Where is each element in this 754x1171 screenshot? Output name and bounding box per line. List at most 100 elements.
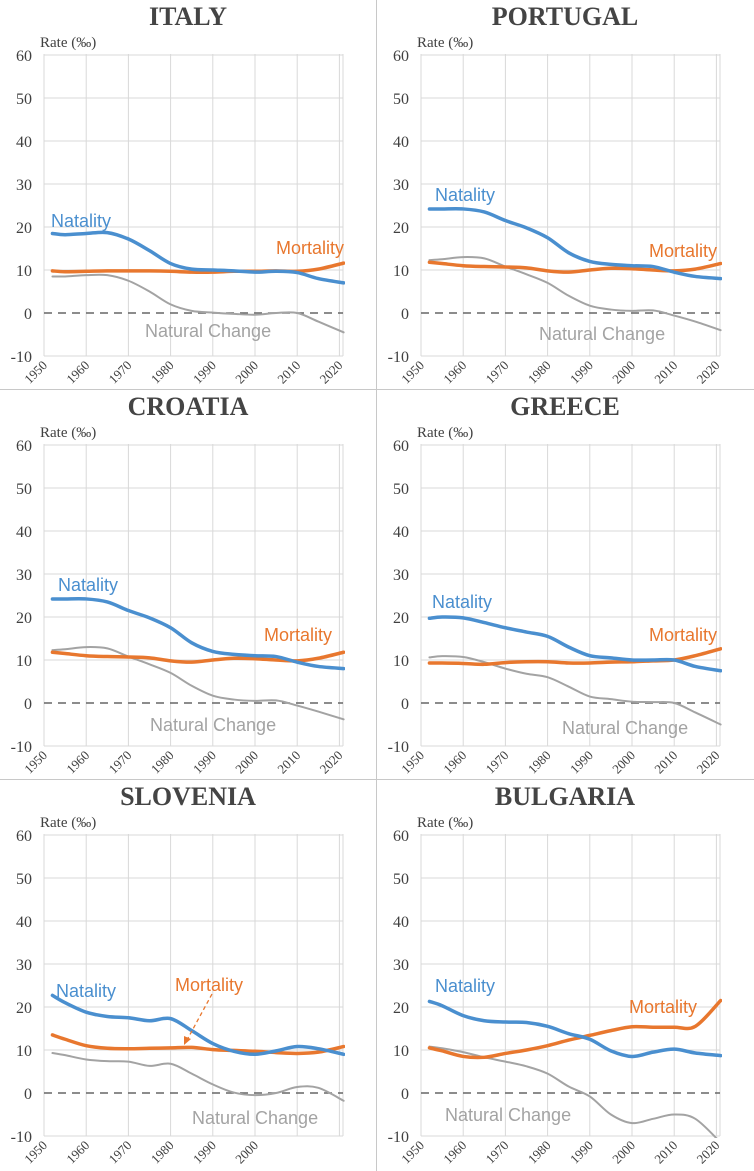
- series-line-natality: [50, 596, 345, 671]
- series-label-natural-change: Natural Change: [562, 718, 688, 738]
- y-tick-label: 0: [24, 696, 32, 713]
- x-tick-label: 2010: [651, 1138, 680, 1167]
- chart-title: ITALY: [149, 2, 227, 31]
- series-label-mortality: Mortality: [649, 241, 717, 261]
- x-tick-label: 2000: [232, 1138, 261, 1167]
- y-tick-label: 20: [16, 220, 32, 237]
- y-tick-label: 60: [16, 828, 32, 845]
- x-tick-label: 2000: [609, 748, 638, 777]
- x-tick-label: 1980: [525, 358, 554, 387]
- series-label-natality: Natality: [58, 575, 118, 595]
- y-tick-label: 10: [393, 1043, 409, 1060]
- divider: [0, 389, 754, 390]
- y-tick-label: 20: [16, 1000, 32, 1017]
- panel-portugal: PORTUGAL Rate (‰) 60 50 40 30 20 10 0 -10 1950 1960…: [377, 0, 754, 390]
- y-tick-label: 40: [393, 524, 409, 541]
- y-tick-label: 60: [16, 438, 32, 455]
- y-tick-label: 0: [24, 306, 32, 323]
- x-tick-label: 1980: [525, 748, 554, 777]
- x-tick-label: 1990: [190, 1138, 219, 1167]
- series-label-natural-change: Natural Change: [445, 1105, 571, 1125]
- x-tick-label: 2010: [274, 358, 303, 387]
- x-tick-label: 2000: [232, 748, 261, 777]
- y-tick-label: 10: [16, 653, 32, 670]
- x-tick-label: 1970: [483, 1138, 512, 1167]
- series-label-natural-change: Natural Change: [192, 1108, 318, 1128]
- y-tick-label: 10: [393, 653, 409, 670]
- series-line-mortality: [427, 998, 722, 1060]
- y-tick-label: -10: [388, 739, 409, 756]
- y-tick-label: 0: [24, 1086, 32, 1103]
- x-tick-label: 1960: [440, 748, 469, 777]
- x-tick-label: 1980: [148, 358, 177, 387]
- y-axis-label: Rate (‰): [40, 815, 96, 831]
- series-line-natural-change: [428, 655, 722, 726]
- series-line-mortality: [427, 260, 722, 274]
- x-tick-label: 1990: [567, 1138, 596, 1167]
- y-axis-label: Rate (‰): [417, 35, 473, 51]
- y-tick-label: -10: [388, 1129, 409, 1146]
- x-tick-label: 1990: [567, 748, 596, 777]
- y-axis-label: Rate (‰): [417, 425, 473, 441]
- x-tick-label: 1960: [440, 358, 469, 387]
- y-tick-label: 0: [401, 306, 409, 323]
- x-tick-label: 1970: [483, 358, 512, 387]
- series-label-mortality: Mortality: [629, 997, 697, 1017]
- x-tick-label: 2010: [274, 748, 303, 777]
- chart-title: GREECE: [510, 392, 620, 421]
- series-label-mortality: Mortality: [276, 238, 344, 258]
- y-tick-label: 0: [401, 696, 409, 713]
- x-tick-label: 2020: [317, 358, 346, 387]
- series-line-natural-change: [51, 273, 345, 334]
- y-tick-label: -10: [11, 1129, 32, 1146]
- series-line-natality: [427, 615, 722, 673]
- y-tick-label: -10: [11, 349, 32, 366]
- series-line-natality: [50, 230, 345, 285]
- x-tick-label: 1960: [63, 1138, 92, 1167]
- series-label-natural-change: Natural Change: [150, 715, 276, 735]
- x-tick-label: 1960: [440, 1138, 469, 1167]
- series-label-natality: Natality: [56, 981, 116, 1001]
- x-tick-label: 2000: [609, 1138, 638, 1167]
- x-tick-label: 1980: [525, 1138, 554, 1167]
- x-tick-label: 1970: [106, 748, 135, 777]
- panel-croatia: CROATIA Rate (‰) 60 50 40 30 20 10 0 -10 1950 1960 1…: [0, 390, 377, 780]
- x-tick-label: 1960: [63, 358, 92, 387]
- series-label-natural-change: Natural Change: [145, 321, 271, 341]
- series-label-natural-change: Natural Change: [539, 324, 665, 344]
- y-tick-label: 20: [393, 610, 409, 627]
- y-tick-label: 30: [393, 567, 409, 584]
- arrowhead-icon: [184, 1036, 191, 1045]
- series-line-natural-change: [51, 1052, 345, 1102]
- chart-title: CROATIA: [128, 392, 249, 421]
- y-tick-label: 60: [393, 828, 409, 845]
- y-tick-label: 10: [16, 263, 32, 280]
- series-line-natural-change: [51, 646, 345, 721]
- x-tick-label: 1970: [106, 358, 135, 387]
- y-tick-label: 50: [393, 91, 409, 108]
- annotation-arrow: [186, 993, 213, 1041]
- y-tick-label: 50: [393, 871, 409, 888]
- x-tick-label: 1980: [148, 1138, 177, 1167]
- series-line-natality: [427, 999, 722, 1059]
- x-tick-label: 1970: [106, 1138, 135, 1167]
- series-label-natality: Natality: [435, 185, 495, 205]
- y-tick-label: 20: [393, 1000, 409, 1017]
- series-line-natural-change: [428, 1045, 718, 1138]
- panel-greece: GREECE Rate (‰) 60 50 40 30 20 10 0 -10 1950 1960 19…: [377, 390, 754, 780]
- series-label-mortality: Mortality: [175, 975, 243, 995]
- y-tick-label: 20: [393, 220, 409, 237]
- y-tick-label: 30: [393, 177, 409, 194]
- panel-italy: ITALY Rate (‰) 60 50 40 30 20 10 0 -10 1950 1960 197…: [0, 0, 377, 390]
- series-label-natality: Natality: [51, 211, 111, 231]
- y-axis-label: Rate (‰): [417, 815, 473, 831]
- x-tick-label: 2020: [694, 748, 723, 777]
- y-tick-label: 30: [16, 957, 32, 974]
- y-tick-label: 40: [16, 134, 32, 151]
- x-tick-label: 1960: [63, 748, 92, 777]
- panel-bulgaria: BULGARIA Rate (‰) 60 50 40 30 20 10 0 -10 1950 1960…: [377, 780, 754, 1170]
- series-line-natural-change: [428, 256, 722, 332]
